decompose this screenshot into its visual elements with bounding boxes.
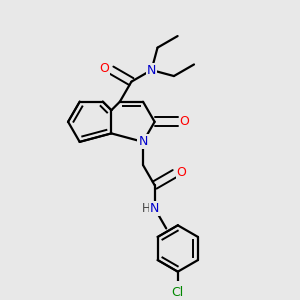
- Text: Cl: Cl: [172, 286, 184, 299]
- Text: O: O: [177, 166, 186, 178]
- Text: H: H: [142, 202, 151, 215]
- Text: O: O: [100, 62, 110, 75]
- Text: O: O: [180, 115, 190, 128]
- Text: N: N: [150, 202, 159, 215]
- Text: N: N: [147, 64, 156, 76]
- Text: N: N: [138, 135, 148, 148]
